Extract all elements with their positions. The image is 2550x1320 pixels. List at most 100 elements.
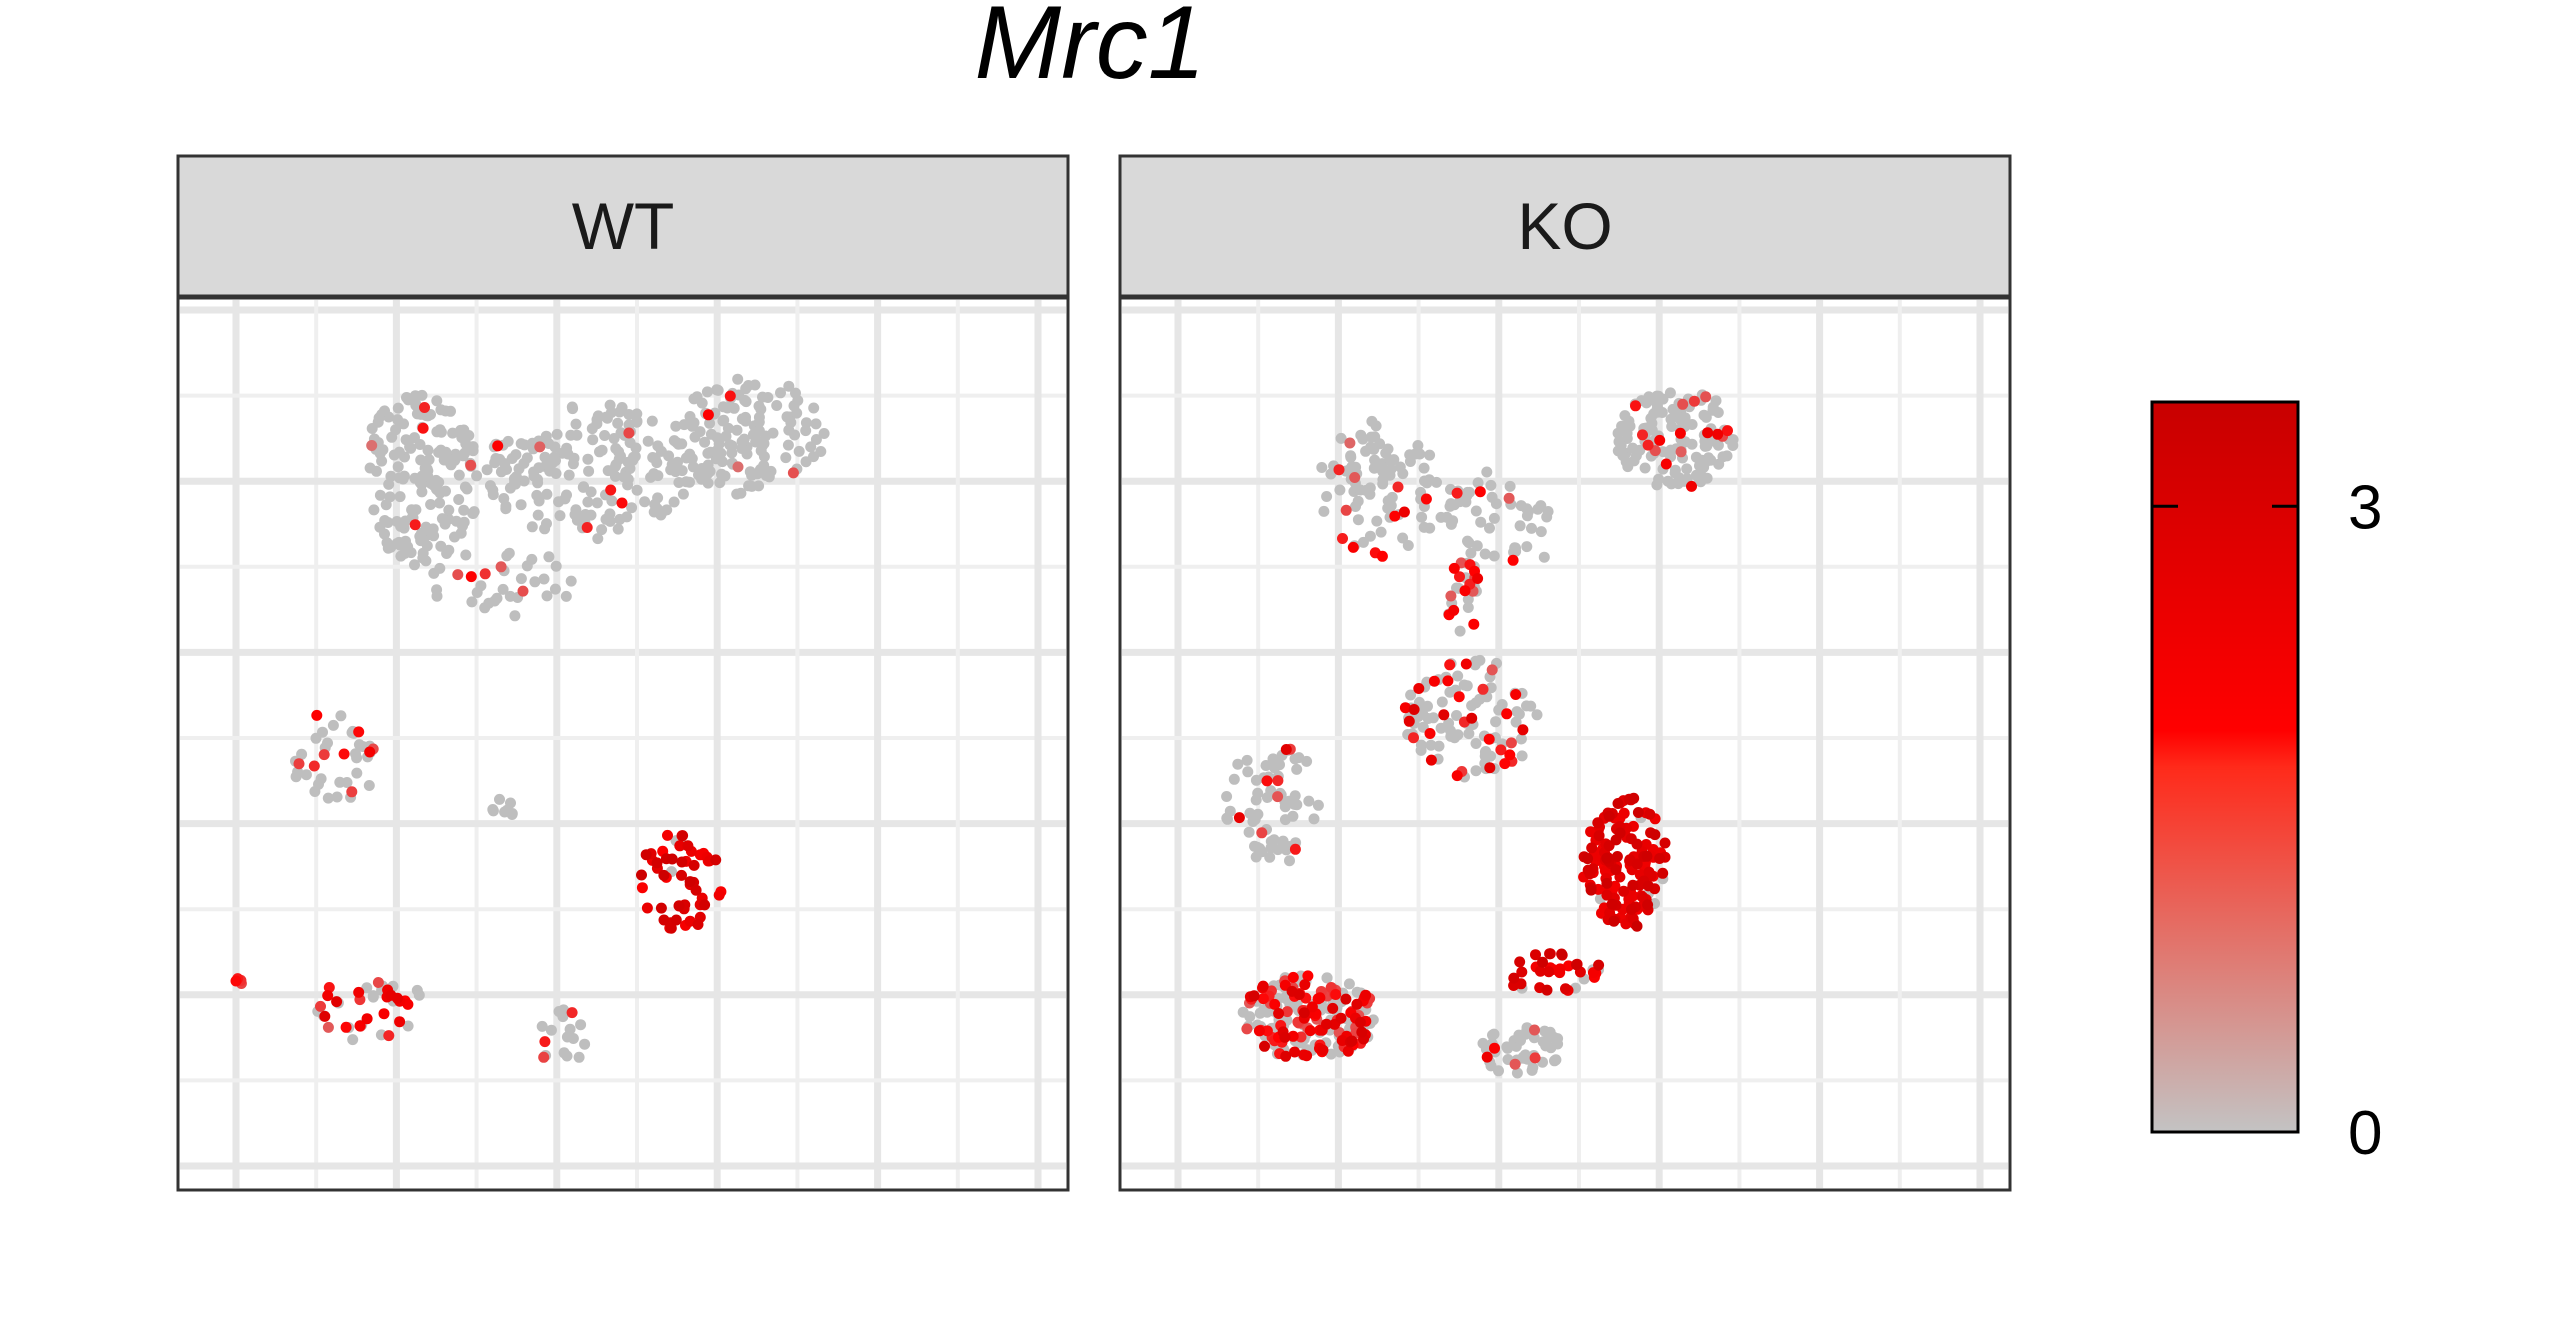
cell-point xyxy=(1654,434,1666,446)
cell-point xyxy=(1424,522,1436,534)
facet-strip-wt xyxy=(176,154,1070,298)
cell-point xyxy=(665,922,677,934)
cell-point xyxy=(1675,446,1687,458)
cell-point xyxy=(417,547,429,559)
cell-point xyxy=(775,387,786,399)
cell-point xyxy=(1335,432,1347,444)
cell-point xyxy=(1618,807,1630,819)
cell-point xyxy=(705,428,717,440)
cell-point xyxy=(1660,458,1672,470)
cell-point xyxy=(504,482,516,494)
cell-point xyxy=(452,569,464,581)
cell-point xyxy=(347,1034,359,1046)
cell-point xyxy=(1642,899,1654,911)
facet-strip-ko xyxy=(1118,154,2012,298)
cell-point xyxy=(1639,462,1651,474)
cell-point xyxy=(1289,798,1300,810)
cell-point xyxy=(1496,699,1508,710)
cell-point xyxy=(1511,1067,1523,1079)
cell-point xyxy=(1454,496,1466,508)
cell-point xyxy=(1499,758,1511,770)
cell-point xyxy=(1448,604,1460,616)
cell-point xyxy=(630,442,642,454)
cell-point xyxy=(390,424,402,436)
cell-point xyxy=(575,1019,587,1031)
cell-point xyxy=(1542,506,1554,517)
cell-point xyxy=(749,379,761,391)
cell-point xyxy=(636,882,648,894)
cell-point xyxy=(581,522,593,533)
cell-point xyxy=(1250,851,1262,863)
cell-point xyxy=(563,469,575,481)
cell-point xyxy=(293,758,305,770)
cell-point xyxy=(642,435,654,447)
cell-point xyxy=(793,445,805,457)
cell-point xyxy=(1528,1032,1540,1044)
cell-point xyxy=(550,455,561,467)
grid-ko xyxy=(1122,300,2008,1188)
cell-point xyxy=(621,511,633,523)
cell-point xyxy=(1617,450,1629,461)
cell-point xyxy=(346,786,358,798)
cell-point xyxy=(1273,1008,1285,1019)
cell-point xyxy=(1514,956,1526,968)
cell-point xyxy=(1301,1050,1313,1062)
cell-point xyxy=(479,568,491,580)
cell-point xyxy=(1637,429,1648,441)
cell-point xyxy=(1301,755,1313,767)
cell-point xyxy=(322,792,334,804)
cell-point xyxy=(1466,712,1478,724)
cell-point xyxy=(1251,841,1263,853)
cell-point xyxy=(549,441,561,453)
cell-point xyxy=(724,439,736,451)
cell-point xyxy=(1460,658,1472,670)
cell-point xyxy=(1403,715,1415,727)
cell-point xyxy=(419,402,430,413)
cell-point xyxy=(1444,659,1456,671)
cell-point xyxy=(1451,770,1463,782)
cell-point xyxy=(308,760,320,772)
cell-point xyxy=(401,392,412,403)
cell-point xyxy=(398,418,409,430)
cell-point xyxy=(1420,493,1432,505)
cell-point xyxy=(505,797,516,809)
cell-point xyxy=(509,610,521,622)
cell-point xyxy=(1436,696,1448,708)
cell-point xyxy=(353,986,365,998)
cell-point xyxy=(519,439,530,451)
cell-point xyxy=(443,504,455,516)
cell-point xyxy=(517,585,529,597)
cell-point xyxy=(363,780,375,791)
cell-point xyxy=(1279,1031,1291,1043)
cell-point xyxy=(1277,840,1289,852)
cell-point xyxy=(678,419,690,431)
cell-point xyxy=(322,990,334,1002)
cell-point xyxy=(1642,880,1654,892)
cell-point xyxy=(471,587,483,598)
cell-point xyxy=(585,486,597,498)
cell-point xyxy=(399,515,411,527)
cell-point xyxy=(1712,439,1724,451)
cell-point xyxy=(1408,732,1419,744)
cell-point xyxy=(1651,479,1663,491)
cell-point xyxy=(626,502,638,514)
cell-point xyxy=(735,487,747,499)
cell-point xyxy=(409,519,421,531)
cell-point xyxy=(379,405,390,417)
cell-point xyxy=(1412,440,1424,451)
cell-point xyxy=(1451,487,1463,499)
cell-point xyxy=(385,541,397,553)
cell-point xyxy=(585,509,597,521)
cell-point xyxy=(1257,993,1269,1005)
cell-point xyxy=(1304,1025,1316,1037)
cell-point xyxy=(551,428,563,440)
cell-point xyxy=(1233,812,1245,824)
cell-point xyxy=(1702,427,1714,439)
cell-point xyxy=(463,430,475,441)
cell-point xyxy=(631,484,643,496)
cell-point xyxy=(1521,700,1532,712)
cell-point xyxy=(1509,1058,1521,1070)
cell-point xyxy=(1611,851,1623,862)
cell-point xyxy=(1612,798,1624,809)
cell-point xyxy=(746,469,758,481)
